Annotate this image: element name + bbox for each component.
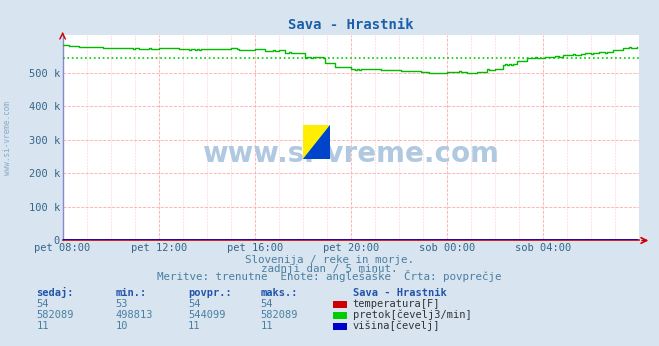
Text: maks.:: maks.:	[260, 288, 298, 298]
Text: pretok[čevelj3/min]: pretok[čevelj3/min]	[353, 310, 471, 320]
Text: zadnji dan / 5 minut.: zadnji dan / 5 minut.	[261, 264, 398, 274]
Text: www.si-vreme.com: www.si-vreme.com	[202, 140, 500, 168]
Text: Meritve: trenutne  Enote: anglešaške  Črta: povprečje: Meritve: trenutne Enote: anglešaške Črta…	[158, 270, 501, 282]
Polygon shape	[303, 125, 330, 159]
Text: 54: 54	[188, 299, 200, 309]
Text: min.:: min.:	[115, 288, 146, 298]
Text: 498813: 498813	[115, 310, 153, 320]
Text: višina[čevelj]: višina[čevelj]	[353, 321, 440, 331]
Text: 11: 11	[36, 321, 49, 331]
Text: 544099: 544099	[188, 310, 225, 320]
Text: 54: 54	[36, 299, 49, 309]
Polygon shape	[303, 125, 330, 159]
Title: Sava - Hrastnik: Sava - Hrastnik	[288, 18, 414, 32]
Text: povpr.:: povpr.:	[188, 288, 231, 298]
Text: 582089: 582089	[260, 310, 298, 320]
Text: Slovenija / reke in morje.: Slovenija / reke in morje.	[245, 255, 414, 265]
Text: sedaj:: sedaj:	[36, 287, 74, 298]
Text: temperatura[F]: temperatura[F]	[353, 299, 440, 309]
Text: Sava - Hrastnik: Sava - Hrastnik	[353, 288, 446, 298]
Polygon shape	[303, 125, 330, 159]
Text: www.si-vreme.com: www.si-vreme.com	[3, 101, 13, 175]
Text: 11: 11	[188, 321, 200, 331]
Text: 10: 10	[115, 321, 128, 331]
Text: 54: 54	[260, 299, 273, 309]
Text: 11: 11	[260, 321, 273, 331]
Text: 582089: 582089	[36, 310, 74, 320]
Text: 53: 53	[115, 299, 128, 309]
